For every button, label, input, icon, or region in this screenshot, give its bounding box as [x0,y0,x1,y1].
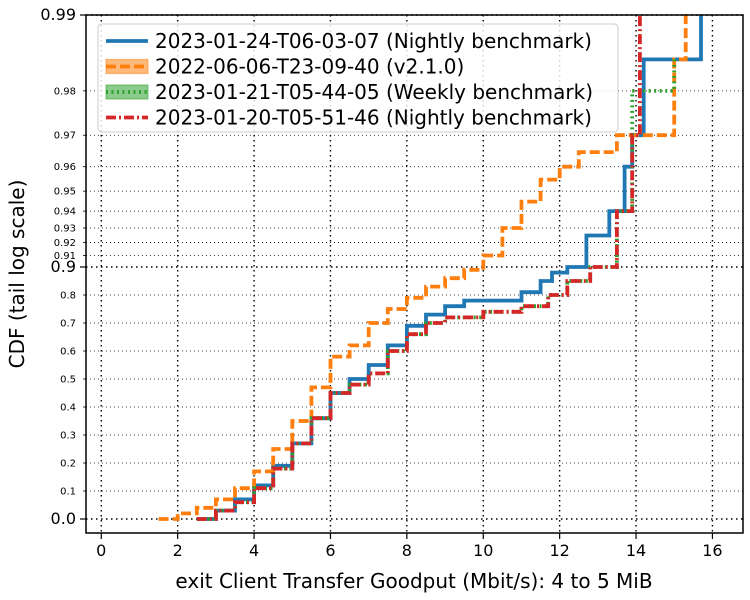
series-line-4 [196,15,642,521]
y-tick-label-minor: 0.2 [60,459,76,470]
y-tick-label-minor: 0.97 [54,131,76,142]
legend-label: 2023-01-24-T06-03-07 (Nightly benchmark) [155,29,592,53]
y-tick-label-minor: 0.1 [60,487,76,498]
legend-box [97,23,619,133]
y-tick-label-minor: 0.91 [54,251,76,262]
y-tick-label: 0.0 [51,509,76,528]
y-tick-label-minor: 0.94 [54,207,76,218]
x-tick-label: 2 [173,541,183,560]
y-tick-label-minor: 0.96 [54,162,76,173]
x-tick-label: 4 [249,541,259,560]
x-tick-label: 8 [402,541,412,560]
x-tick-label: 16 [702,541,722,560]
x-tick-label: 6 [325,541,335,560]
legend-label: 2023-01-20-T05-51-46 (Nightly benchmark) [155,106,592,130]
y-tick-label-minor: 0.98 [54,86,76,97]
x-tick-label: 0 [96,541,106,560]
y-tick-label-minor: 0.8 [60,291,76,302]
legend: 2023-01-24-T06-03-07 (Nightly benchmark)… [97,23,619,133]
y-tick-label-minor: 0.92 [54,238,76,249]
series-lines [158,15,703,521]
y-tick-label-minor: 0.95 [54,187,76,198]
y-tick-label: 0.9 [51,257,76,276]
x-tick-label: 10 [473,541,493,560]
y-tick-label-minor: 0.7 [60,319,76,330]
plot-frame [85,14,744,534]
y-tick-label-minor: 0.3 [60,431,76,442]
x-axis-label: exit Client Transfer Goodput (Mbit/s): 4… [175,569,652,593]
y-tick-label: 0.99 [40,5,76,24]
x-tick-label: 14 [626,541,646,560]
y-axis-label: CDF (tail log scale) [5,180,29,369]
series-line-2 [158,15,688,521]
legend-label: 2022-06-06-T23-09-40 (v2.1.0) [155,55,464,79]
axis-ticks: 0 2 4 6 8 10 12 14 16 0.0 0.9 0.99 0.1 0.2 0.3 0.4 0.5 0.… [40,5,722,560]
y-tick-label-minor: 0.4 [60,403,76,414]
y-tick-label-minor: 0.93 [54,223,76,234]
legend-label: 2023-01-21-T05-44-05 (Weekly benchmark) [155,80,593,104]
series-line-1 [196,15,703,521]
x-tick-label: 12 [549,541,569,560]
y-tick-label-minor: 0.5 [60,375,76,386]
y-tick-label-minor: 0.6 [60,347,76,358]
